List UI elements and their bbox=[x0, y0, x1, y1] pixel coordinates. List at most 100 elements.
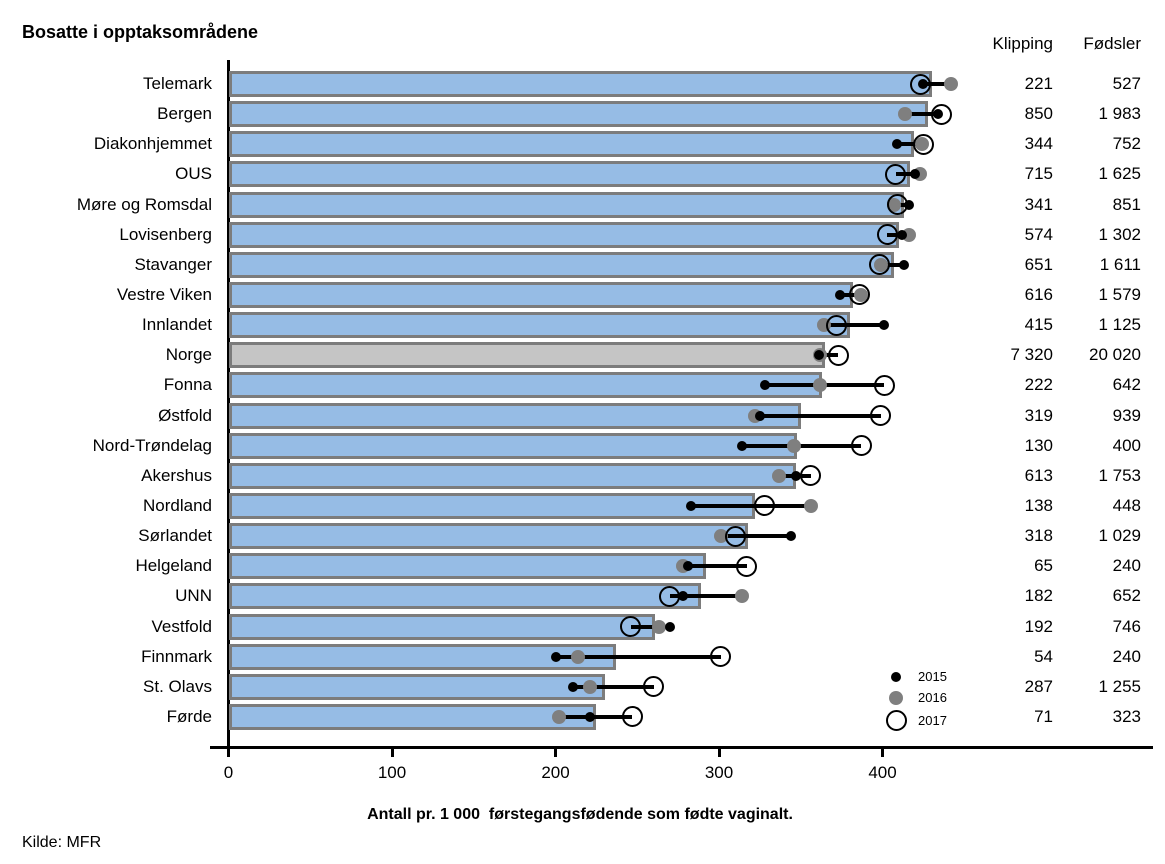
bar bbox=[228, 613, 656, 640]
klipping-value: 54 bbox=[1034, 646, 1053, 666]
marker-2015 bbox=[785, 531, 796, 542]
fodsler-value: 851 bbox=[1112, 194, 1141, 214]
marker-2017 bbox=[724, 525, 746, 547]
row-label: Lovisenberg bbox=[119, 224, 212, 244]
bar bbox=[228, 312, 850, 339]
row-label: Vestfold bbox=[151, 616, 213, 636]
bar bbox=[228, 462, 796, 489]
fodsler-value: 400 bbox=[1112, 435, 1141, 455]
bar bbox=[228, 191, 904, 218]
marker-2016 bbox=[813, 378, 828, 393]
source-note: Kilde: MFR bbox=[22, 834, 102, 851]
marker-2017 bbox=[886, 194, 908, 216]
row-label: Møre og Romsdal bbox=[76, 194, 212, 214]
row-label: Nordland bbox=[143, 495, 212, 515]
legend-marker-2015-icon bbox=[891, 672, 901, 682]
x-axis-caption: Antall pr. 1 000 førstegangsfødende som … bbox=[367, 806, 793, 823]
marker-2017 bbox=[827, 344, 849, 366]
marker-2015 bbox=[568, 681, 579, 692]
fodsler-value: 1 255 bbox=[1098, 676, 1141, 696]
row-label: Innlandet bbox=[142, 315, 212, 335]
row-label: Vestre Viken bbox=[116, 284, 212, 304]
bar bbox=[228, 221, 899, 248]
marker-2016 bbox=[551, 709, 566, 724]
fodsler-value: 1 125 bbox=[1098, 315, 1141, 335]
marker-2015 bbox=[813, 350, 824, 361]
x-tick bbox=[554, 749, 557, 757]
fodsler-value: 240 bbox=[1112, 646, 1141, 666]
klipping-value: 715 bbox=[1024, 164, 1053, 184]
chart-title: Bosatte i opptaksområdene bbox=[22, 22, 259, 42]
fodsler-value: 939 bbox=[1112, 405, 1141, 425]
bar bbox=[228, 372, 822, 399]
marker-2016 bbox=[713, 529, 728, 544]
bar bbox=[228, 703, 597, 730]
klipping-value: 71 bbox=[1034, 706, 1053, 726]
marker-2017 bbox=[909, 73, 931, 95]
marker-2017 bbox=[754, 495, 776, 517]
marker-2017 bbox=[885, 163, 907, 185]
row-label: Norge bbox=[165, 345, 212, 365]
legend-label-2015: 2015 bbox=[918, 669, 947, 684]
fodsler-value: 240 bbox=[1112, 556, 1141, 576]
x-tick bbox=[390, 749, 394, 757]
bar bbox=[228, 131, 914, 158]
marker-2015 bbox=[682, 561, 693, 572]
marker-connector-line bbox=[754, 413, 881, 418]
marker-2017 bbox=[930, 103, 952, 125]
fodsler-value: 1 302 bbox=[1098, 224, 1141, 244]
marker-2016 bbox=[787, 438, 802, 453]
marker-connector-line bbox=[683, 564, 747, 569]
marker-2015 bbox=[678, 591, 689, 602]
marker-2017 bbox=[849, 284, 871, 306]
x-axis-line bbox=[210, 746, 1153, 749]
marker-2015 bbox=[664, 621, 675, 632]
marker-2017 bbox=[800, 465, 822, 487]
bar bbox=[228, 251, 894, 278]
klipping-value: 319 bbox=[1024, 405, 1053, 425]
marker-connector-line bbox=[630, 624, 670, 629]
row-label: Akershus bbox=[141, 465, 212, 485]
x-tick-label: 400 bbox=[868, 763, 897, 782]
bar bbox=[228, 583, 701, 610]
marker-connector-line bbox=[741, 443, 862, 448]
row-label: Førde bbox=[166, 706, 212, 726]
marker-connector-line bbox=[691, 503, 811, 508]
x-tick-label: 100 bbox=[377, 763, 407, 782]
marker-2017 bbox=[850, 435, 872, 457]
fodsler-value: 527 bbox=[1112, 74, 1141, 93]
marker-2017 bbox=[912, 133, 934, 155]
fodsler-value: 746 bbox=[1112, 616, 1141, 636]
marker-2017 bbox=[620, 616, 642, 638]
row-label: OUS bbox=[175, 164, 212, 184]
fodsler-value: 1 579 bbox=[1098, 284, 1141, 304]
marker-2016 bbox=[898, 107, 913, 122]
bar bbox=[228, 553, 706, 580]
fodsler-value: 652 bbox=[1112, 586, 1141, 606]
column-header-klipping: Klipping bbox=[992, 34, 1054, 53]
klipping-value: 192 bbox=[1024, 616, 1053, 636]
marker-2015 bbox=[898, 259, 909, 270]
marker-2015 bbox=[879, 320, 890, 331]
fodsler-value: 752 bbox=[1112, 134, 1141, 154]
marker-2017 bbox=[643, 676, 665, 698]
marker-2016 bbox=[582, 679, 597, 694]
klipping-value: 287 bbox=[1024, 676, 1053, 696]
marker-2017 bbox=[736, 555, 758, 577]
fodsler-value: 1 029 bbox=[1098, 526, 1141, 546]
x-tick bbox=[881, 749, 884, 757]
bar bbox=[228, 71, 932, 97]
row-label: Finnmark bbox=[141, 646, 212, 666]
marker-2015 bbox=[686, 500, 697, 511]
klipping-value: 130 bbox=[1024, 435, 1053, 455]
marker-2015 bbox=[892, 139, 903, 150]
marker-2015 bbox=[897, 229, 908, 240]
klipping-value: 222 bbox=[1024, 375, 1053, 395]
marker-connector-line bbox=[879, 262, 904, 267]
column-header-fodsler: Fødsler bbox=[1083, 34, 1141, 53]
marker-2016 bbox=[651, 619, 666, 634]
row-label: Østfold bbox=[158, 405, 212, 425]
marker-2017 bbox=[870, 405, 892, 427]
